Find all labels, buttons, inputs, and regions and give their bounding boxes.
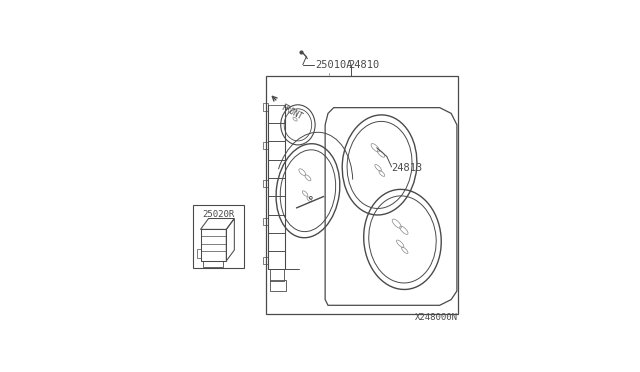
Bar: [268, 233, 285, 251]
Bar: [268, 196, 285, 215]
Bar: [270, 279, 285, 291]
Bar: [268, 178, 285, 196]
Bar: [268, 123, 285, 141]
Bar: [262, 218, 268, 225]
Bar: [262, 257, 268, 264]
Text: 25010A: 25010A: [315, 60, 353, 70]
Bar: [266, 76, 458, 314]
Text: X248000N: X248000N: [415, 314, 458, 323]
Text: 24810: 24810: [348, 60, 380, 70]
Bar: [262, 180, 268, 187]
Text: 25020R: 25020R: [202, 211, 234, 219]
Bar: [204, 261, 223, 267]
Bar: [268, 141, 285, 160]
Bar: [262, 103, 268, 110]
Bar: [193, 205, 243, 268]
Bar: [262, 142, 268, 149]
Text: 24813: 24813: [391, 163, 422, 173]
Bar: [268, 251, 285, 269]
Bar: [197, 250, 200, 258]
Bar: [200, 230, 227, 261]
Bar: [268, 105, 285, 123]
Bar: [268, 215, 285, 233]
Bar: [270, 269, 284, 281]
Text: FRONT: FRONT: [279, 103, 303, 121]
Bar: [268, 160, 285, 178]
